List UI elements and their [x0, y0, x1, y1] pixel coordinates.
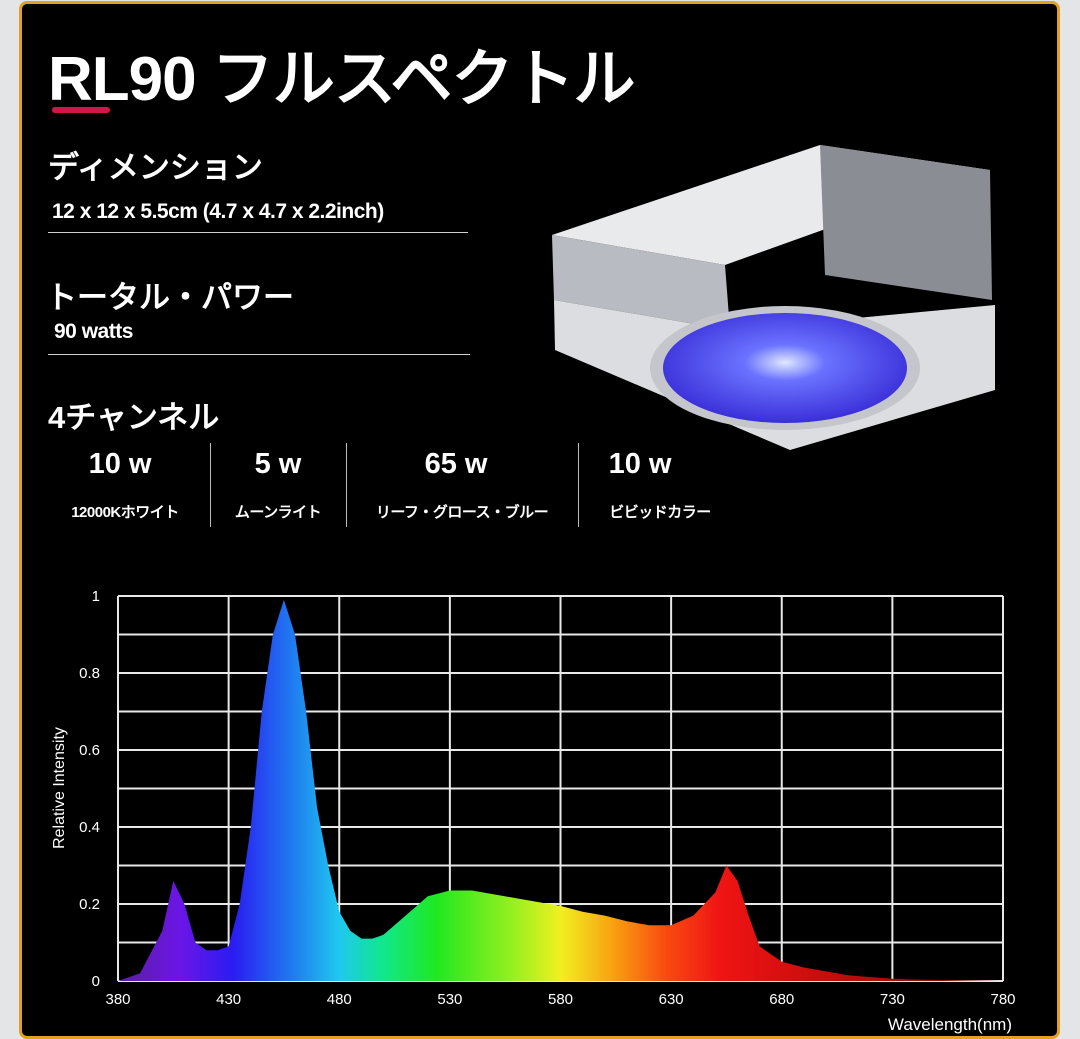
spectrum-chart: 380 430 480 530 580 630 680 730 780 0 0.2 0.4 0.6 0.8…: [51, 588, 1016, 1034]
y-tick-label: 0: [92, 973, 100, 990]
x-tick-label: 780: [990, 991, 1015, 1008]
x-tick-label: 730: [880, 991, 905, 1008]
dimension-value: 12 x 12 x 5.5cm (4.7 x 4.7 x 2.2inch): [52, 200, 384, 223]
x-tick-label: 480: [327, 991, 352, 1008]
channel-item: 10 w ビビッドカラー: [585, 448, 735, 522]
channel-item: 5 w ムーンライト: [213, 448, 343, 522]
channel-name: リーフ・グロース・ブルー: [375, 504, 549, 521]
channel-watts: 10 w: [88, 448, 152, 480]
channel-divider: [210, 443, 211, 527]
x-tick-label: 580: [548, 991, 573, 1008]
y-tick-label: 0.6: [79, 742, 100, 759]
y-axis-label: Relative Intensity: [51, 727, 68, 849]
spectrum-area: [118, 599, 1003, 981]
channel-name: 12000Kホワイト: [71, 504, 179, 521]
x-axis-label: Wavelength(nm): [888, 1015, 1012, 1034]
channels-label: 4チャンネル: [48, 400, 220, 435]
channel-watts: 65 w: [424, 448, 488, 480]
dimension-label: ディメンション: [48, 150, 263, 185]
x-tick-label: 380: [105, 991, 130, 1008]
lamp-heatsink: [820, 145, 992, 300]
channel-item: 10 w 12000Kホワイト: [50, 448, 200, 522]
divider: [48, 232, 468, 233]
page-title: RL90 フルスペクトル: [48, 45, 635, 114]
lamp-led: [663, 313, 907, 423]
divider: [48, 354, 470, 355]
power-label: トータル・パワー: [46, 280, 294, 315]
title-accent-bar: [52, 107, 110, 113]
y-tick-label: 0.2: [79, 896, 100, 913]
x-tick-label: 630: [659, 991, 684, 1008]
lamp-side: [552, 235, 730, 330]
channel-name: ビビッドカラー: [609, 504, 711, 521]
power-value: 90 watts: [54, 320, 133, 343]
x-tick-label: 680: [769, 991, 794, 1008]
channel-item: 65 w リーフ・グロース・ブルー: [348, 448, 576, 522]
channel-watts: 10 w: [608, 448, 672, 480]
channel-divider: [578, 443, 579, 527]
channel-name: ムーンライト: [234, 504, 322, 521]
channel-watts: 5 w: [254, 448, 302, 480]
y-tick-label: 0.4: [79, 819, 100, 836]
channel-divider: [346, 443, 347, 527]
y-tick-label: 0.8: [79, 665, 100, 682]
x-tick-label: 430: [216, 991, 241, 1008]
x-tick-label: 530: [437, 991, 462, 1008]
y-tick-label: 1: [92, 588, 100, 605]
product-image: [552, 145, 995, 450]
